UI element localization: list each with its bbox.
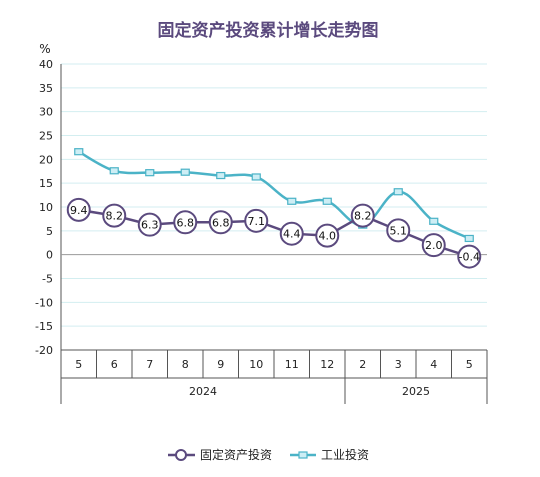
fixed-asset-investment-point xyxy=(66,197,91,222)
x-tick-label: 10 xyxy=(249,358,263,371)
chart-title: 固定资产投资累计增长走势图 xyxy=(158,20,379,41)
x-tick-label: 7 xyxy=(146,358,153,371)
y-tick-label: -20 xyxy=(35,344,53,357)
fixed-asset-investment-point xyxy=(315,223,340,248)
x-tick-label: 5 xyxy=(466,358,473,371)
year-group-label: 2025 xyxy=(402,385,430,398)
y-tick-label: 40 xyxy=(39,58,53,71)
y-tick-label: 10 xyxy=(39,201,53,214)
industrial-investment-point xyxy=(216,171,226,180)
y-axis-unit: % xyxy=(39,42,50,56)
industrial-investment-point xyxy=(429,217,439,225)
legend-label-fixed-asset-investment: 固定资产投资 xyxy=(200,447,272,462)
fixed-asset-investment-point xyxy=(102,203,127,228)
industrial-investment-point xyxy=(251,173,261,181)
fixed-asset-investment-point xyxy=(386,218,411,243)
fixed-asset-investment-point xyxy=(137,212,162,237)
series-lines xyxy=(78,150,470,258)
y-tick-label: 20 xyxy=(39,153,53,166)
grid-lines xyxy=(61,63,487,351)
fixed-asset-investment-point xyxy=(244,208,269,233)
x-tick-label: 5 xyxy=(75,358,82,371)
industrial-investment-point xyxy=(322,197,332,205)
series-markers: 9.4 8.2 6.3 6.8 6.8 7.1 4.4 4.0 8.2 5.1 2.0 -0.4 xyxy=(66,148,482,269)
fixed-asset-investment-label: -0.4 xyxy=(459,251,480,264)
industrial-investment-point xyxy=(464,234,474,243)
fixed-asset-investment-point xyxy=(457,244,482,269)
industrial-investment-point xyxy=(74,148,84,156)
fixed-asset-investment-label: 8.2 xyxy=(106,210,124,223)
fixed-asset-investment-point xyxy=(208,210,233,235)
legend-label-industrial-investment: 工业投资 xyxy=(321,447,369,462)
y-tick-label: -5 xyxy=(42,273,53,286)
fixed-asset-investment-label: 6.3 xyxy=(141,219,159,232)
x-tick-label: 4 xyxy=(430,358,437,371)
x-tick-labels: 5 6 7 8 9 10 11 12 2 3 4 5 2024 2025 xyxy=(75,358,473,398)
x-tick-label: 9 xyxy=(217,358,224,371)
y-tick-label: -15 xyxy=(35,320,53,333)
series-line-fixed-asset-investment xyxy=(78,208,470,258)
fixed-asset-investment-label: 7.1 xyxy=(248,215,266,228)
year-group-label: 2024 xyxy=(189,385,217,398)
x-tick-label: 11 xyxy=(285,358,299,371)
y-tick-label: 25 xyxy=(39,130,53,143)
fixed-asset-investment-point xyxy=(173,210,198,235)
y-tick-label: 0 xyxy=(46,249,53,262)
industrial-investment-point xyxy=(287,197,297,205)
industrial-investment-point xyxy=(180,168,190,176)
fixed-asset-investment-label: 2.0 xyxy=(425,239,443,252)
fixed-asset-investment-label: 4.0 xyxy=(319,230,337,243)
legend-marker-industrial-investment xyxy=(298,451,308,459)
x-tick-label: 2 xyxy=(359,358,366,371)
x-tick-label: 6 xyxy=(111,358,118,371)
series-line-industrial-investment xyxy=(78,150,470,240)
x-tick-label: 8 xyxy=(182,358,189,371)
legend: 固定资产投资 工业投资 xyxy=(168,447,369,462)
fixed-asset-investment-label: 9.4 xyxy=(70,204,88,217)
fixed-asset-investment-label: 4.4 xyxy=(283,228,301,241)
fixed-asset-investment-label: 5.1 xyxy=(390,224,408,237)
fixed-asset-investment-label: 8.2 xyxy=(354,210,372,223)
axes xyxy=(60,64,488,404)
y-tick-label: 5 xyxy=(46,225,53,238)
x-tick-label: 3 xyxy=(395,358,402,371)
y-tick-labels: 40 35 30 25 20 15 10 5 0 -5 -10 -15 -20 xyxy=(35,58,53,357)
fixed-asset-investment-label: 6.8 xyxy=(177,216,195,229)
legend-marker-fixed-asset-investment xyxy=(175,449,187,461)
fixed-asset-investment-label: 6.8 xyxy=(212,216,230,229)
industrial-investment-point xyxy=(145,169,155,177)
y-tick-label: 15 xyxy=(39,177,53,190)
industrial-investment-point xyxy=(109,167,119,175)
x-tick-label: 12 xyxy=(320,358,334,371)
y-tick-label: 35 xyxy=(39,82,53,95)
fixed-asset-investment-point xyxy=(279,221,304,246)
y-tick-label: 30 xyxy=(39,106,53,119)
fixed-asset-investment-point xyxy=(421,233,446,258)
y-tick-label: -10 xyxy=(35,296,53,309)
fixed-asset-investment-point xyxy=(350,203,375,228)
industrial-investment-point xyxy=(393,188,403,196)
